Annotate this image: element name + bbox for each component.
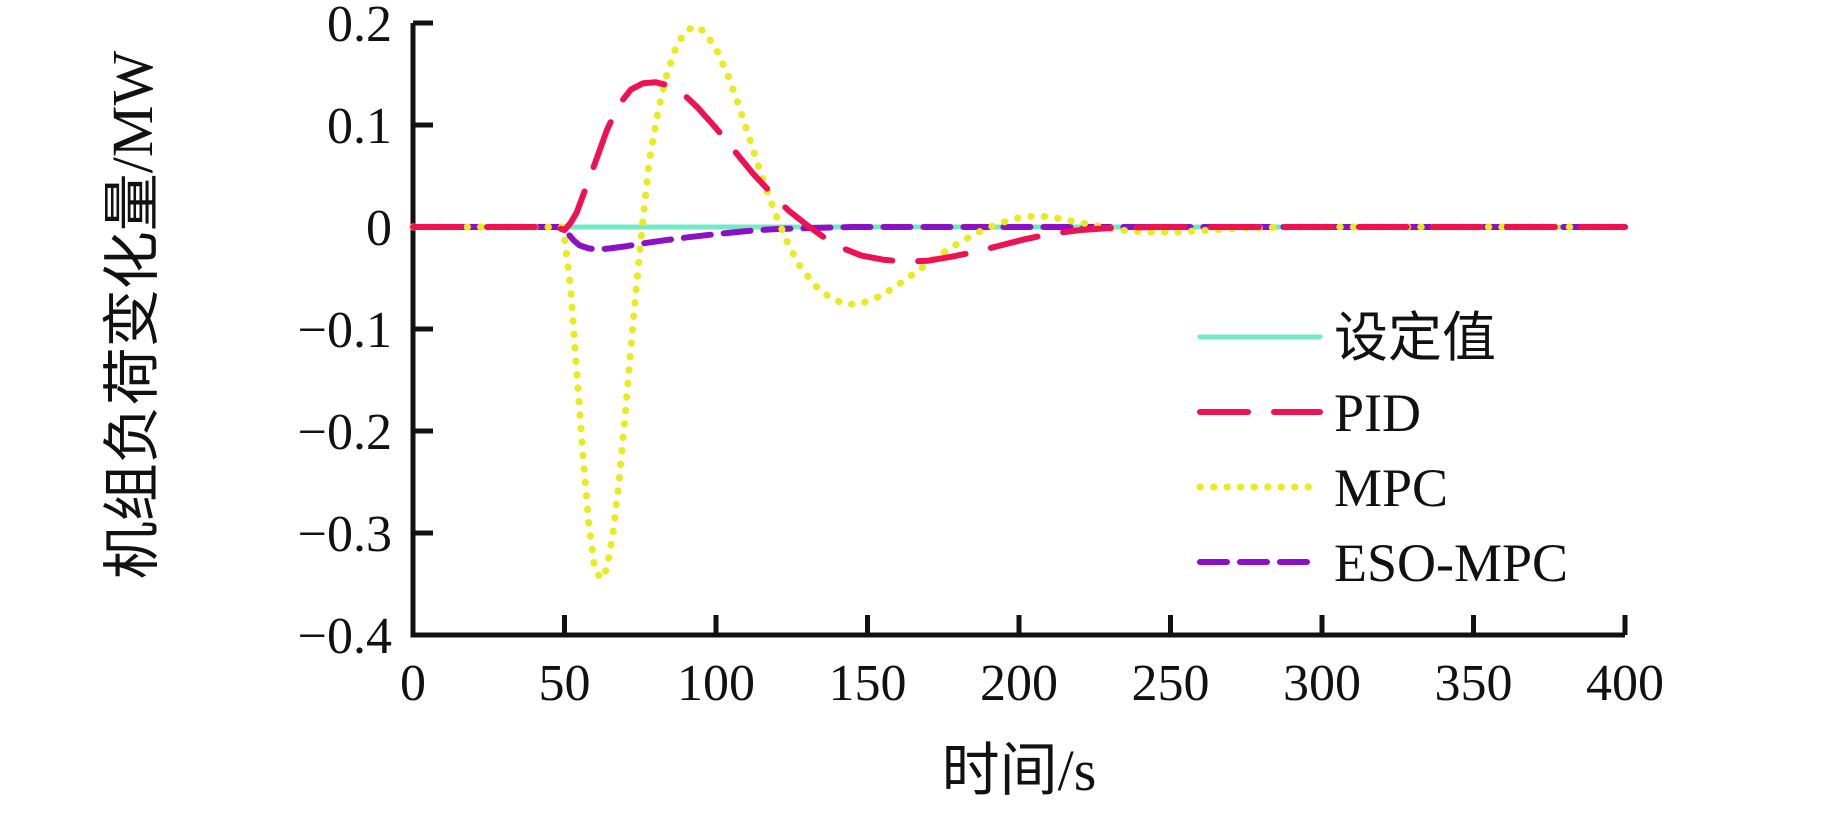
y-tick-label: 0.1 (327, 98, 392, 155)
y-tick-label: −0.3 (298, 506, 392, 563)
x-axis-title: 时间/s (942, 738, 1097, 803)
series-pid-line (410, 79, 1628, 265)
x-tick-label: 400 (1586, 655, 1664, 712)
legend-label-mpc: MPC (1334, 458, 1448, 518)
x-tick-label: 50 (539, 655, 591, 712)
y-tick-label: −0.2 (298, 404, 392, 461)
y-tick-label: 0 (366, 200, 392, 257)
legend-label-setpoint: 设定值 (1334, 308, 1496, 368)
x-tick-label: 300 (1283, 655, 1361, 712)
x-tick-label: 350 (1435, 655, 1513, 712)
legend-label-pid: PID (1334, 383, 1421, 443)
y-tick-label: 0.2 (327, 0, 392, 53)
x-tick-label: 100 (677, 655, 755, 712)
x-tick-label: 200 (980, 655, 1058, 712)
x-tick-label: 250 (1132, 655, 1210, 712)
series-mpc-line (409, 22, 1629, 583)
x-tick-label: 0 (400, 655, 426, 712)
y-axis-title: 机组负荷变化量/MW (100, 51, 165, 580)
y-tick-label: −0.4 (298, 608, 392, 665)
y-tick-label: −0.1 (298, 302, 392, 359)
legend-label-eso-mpc: ESO-MPC (1334, 533, 1568, 593)
x-tick-label: 150 (829, 655, 907, 712)
